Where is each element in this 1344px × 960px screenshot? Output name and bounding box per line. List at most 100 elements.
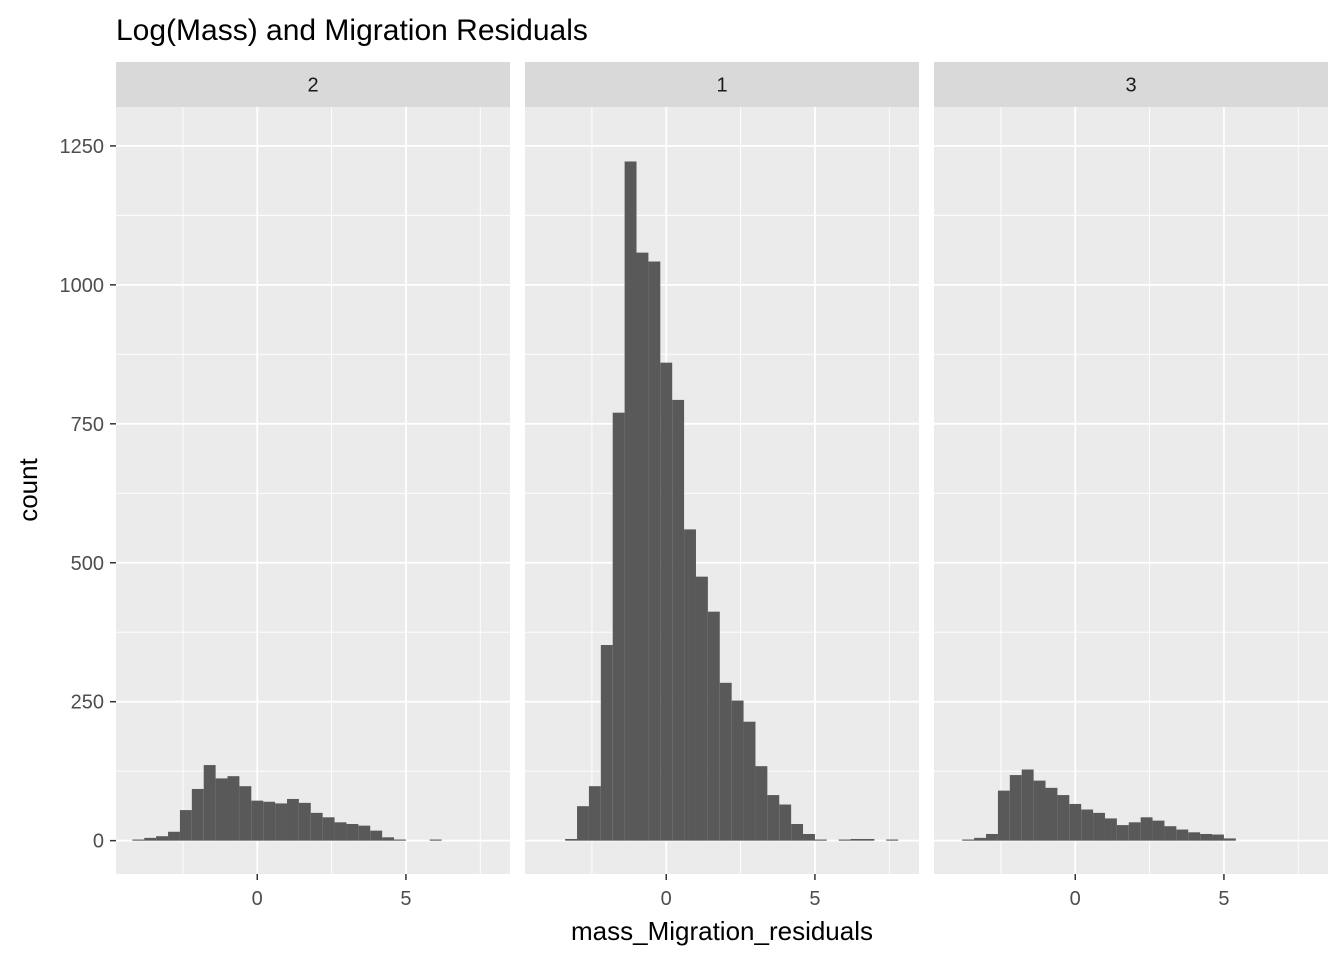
histogram-bar bbox=[1104, 818, 1117, 841]
histogram-bar bbox=[298, 802, 311, 841]
facet-panel-2: 2 0 5 0 250 500 750 1000 1250 bbox=[60, 62, 510, 910]
histogram-bar bbox=[1033, 780, 1046, 841]
histogram-bar bbox=[275, 803, 287, 841]
histogram-bar bbox=[767, 795, 780, 841]
facet-strip bbox=[525, 62, 919, 107]
histogram-bar bbox=[1128, 822, 1141, 841]
chart-title: Log(Mass) and Migration Residuals bbox=[116, 14, 588, 47]
histogram-bar bbox=[1057, 795, 1070, 841]
histogram-bar bbox=[1069, 803, 1082, 841]
facet-strip-label: 2 bbox=[307, 75, 318, 97]
y-tick-label: 500 bbox=[71, 553, 104, 575]
histogram-bar bbox=[334, 822, 347, 841]
histogram-bar bbox=[986, 833, 998, 841]
histogram-bar bbox=[648, 261, 661, 841]
histogram-bar bbox=[707, 611, 720, 841]
x-tick-label: 5 bbox=[809, 888, 820, 910]
x-tick-label: 0 bbox=[252, 888, 263, 910]
histogram-bar bbox=[731, 700, 744, 841]
histogram-bar bbox=[612, 412, 625, 841]
histogram-bar bbox=[203, 765, 216, 841]
x-axis-title: mass_Migration_residuals bbox=[571, 916, 873, 946]
x-tick-label: 5 bbox=[1218, 888, 1229, 910]
histogram-bar bbox=[636, 252, 649, 841]
facet-strip bbox=[934, 62, 1328, 107]
y-tick-label: 1250 bbox=[60, 136, 105, 158]
histogram-bar bbox=[358, 825, 371, 841]
histogram-bar bbox=[286, 798, 299, 841]
histogram-bar bbox=[1200, 833, 1213, 841]
y-tick-label: 250 bbox=[71, 692, 104, 714]
histogram-bar bbox=[251, 800, 264, 841]
y-tick-label: 1000 bbox=[60, 275, 105, 297]
histogram-bar bbox=[577, 806, 589, 841]
histogram-bar bbox=[600, 645, 613, 841]
histogram-bar bbox=[1045, 787, 1058, 841]
histogram-bar bbox=[370, 830, 383, 841]
histogram-bar bbox=[997, 790, 1010, 841]
histogram-bar bbox=[1188, 832, 1201, 841]
panel-background bbox=[116, 107, 510, 874]
histogram-bar bbox=[684, 529, 696, 841]
histogram-bar bbox=[588, 786, 601, 841]
x-tick-label: 0 bbox=[661, 888, 672, 910]
histogram-bar bbox=[1093, 812, 1105, 841]
histogram-bar bbox=[394, 839, 406, 841]
histogram-bar bbox=[1223, 838, 1236, 841]
histogram-bar bbox=[755, 766, 768, 841]
y-tick-label: 750 bbox=[71, 414, 104, 436]
facet-strip bbox=[116, 62, 510, 107]
histogram-bar bbox=[346, 823, 359, 841]
histogram-bar bbox=[429, 839, 442, 841]
histogram-bar bbox=[144, 837, 157, 841]
histogram-bar bbox=[886, 839, 899, 841]
panel-background bbox=[934, 107, 1328, 874]
histogram-bar bbox=[1081, 809, 1094, 841]
histogram-bar bbox=[227, 776, 240, 841]
histogram-bar bbox=[850, 838, 863, 841]
histogram-bar bbox=[263, 801, 276, 841]
histogram-bar bbox=[779, 804, 792, 841]
histogram-bar bbox=[1164, 826, 1177, 841]
histogram-bar bbox=[791, 823, 804, 841]
histogram-bar bbox=[322, 817, 335, 841]
histogram-bar bbox=[719, 682, 732, 841]
histogram-bar bbox=[803, 833, 815, 841]
histogram-bar bbox=[660, 362, 673, 841]
histogram-bar bbox=[179, 810, 192, 841]
histogram-bar bbox=[672, 399, 685, 841]
histogram-bar bbox=[239, 786, 252, 841]
facet-strip-label: 1 bbox=[716, 75, 727, 97]
histogram-bar bbox=[382, 837, 395, 841]
histogram-bar bbox=[132, 839, 145, 841]
histogram-bar bbox=[962, 839, 975, 841]
histogram-bar bbox=[1152, 820, 1165, 841]
histogram-bar bbox=[1009, 775, 1022, 841]
facet-panel-1: 1 0 5 bbox=[525, 62, 919, 910]
histogram-bar bbox=[191, 788, 204, 841]
histogram-bar bbox=[974, 837, 987, 841]
histogram-bar bbox=[1140, 817, 1153, 841]
histogram-bar bbox=[862, 838, 875, 841]
histogram-bar bbox=[838, 839, 851, 841]
histogram-bar bbox=[168, 831, 180, 841]
histogram-bar bbox=[814, 839, 827, 841]
histogram-bar bbox=[1116, 825, 1129, 841]
histogram-bar bbox=[156, 836, 169, 841]
histogram-bar bbox=[1021, 769, 1034, 841]
y-tick-label: 0 bbox=[93, 831, 104, 853]
histogram-bar bbox=[1212, 834, 1224, 841]
histogram-bar bbox=[624, 161, 637, 841]
histogram-bar bbox=[310, 812, 323, 841]
y-axis-title: count bbox=[13, 457, 43, 521]
x-tick-label: 5 bbox=[400, 888, 411, 910]
facet-strip-label: 3 bbox=[1125, 75, 1136, 97]
histogram-bar bbox=[565, 838, 578, 841]
histogram-bar bbox=[1176, 829, 1189, 841]
histogram-bar bbox=[215, 778, 228, 841]
facet-panel-3: 3 0 5 bbox=[934, 62, 1328, 910]
histogram-bar bbox=[743, 721, 756, 841]
histogram-bar bbox=[695, 576, 708, 841]
facet-panels: 2 0 5 0 250 500 750 1000 1250 1 0 5 3 0 5 bbox=[60, 62, 1328, 910]
